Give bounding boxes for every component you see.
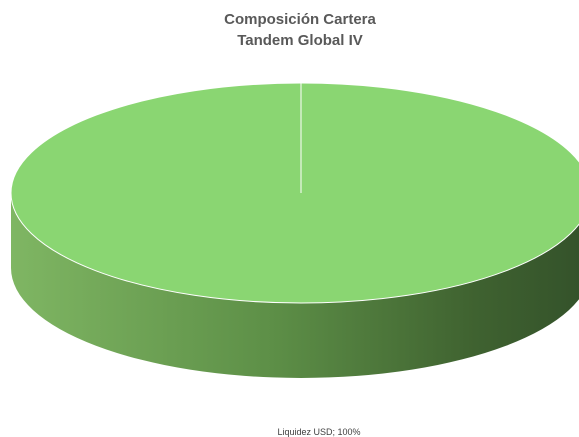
data-label-liquidez-usd: Liquidez USD; 100%	[277, 427, 360, 437]
pie-slice-side	[11, 193, 579, 378]
chart-title-line-2: Tandem Global IV	[237, 32, 363, 49]
chart-title-line-1: Composición Cartera	[224, 11, 376, 28]
chart-title: Composición Cartera Tandem Global IV	[0, 9, 579, 51]
pie-slice-liquidez-usd	[10, 82, 579, 304]
